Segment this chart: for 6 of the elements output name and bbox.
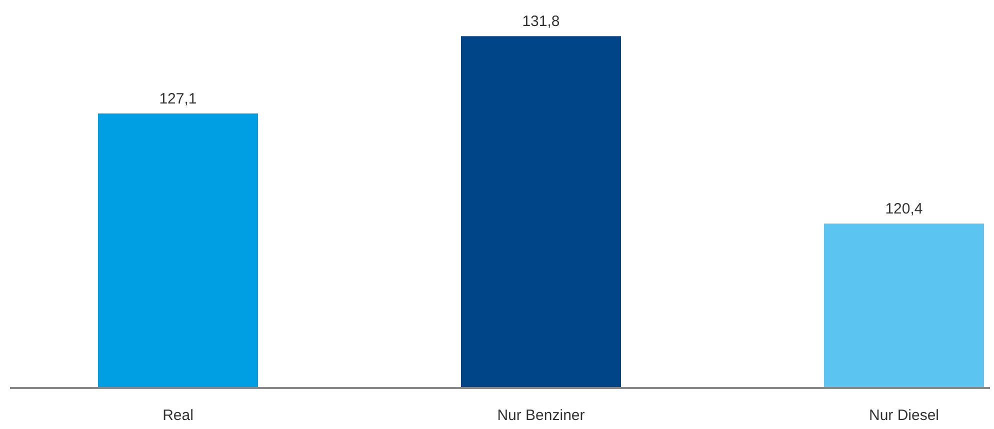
x-tick-label: Nur Benziner [497, 407, 585, 424]
x-tick-label: Nur Diesel [868, 407, 940, 424]
x-tick-label: Real [162, 407, 194, 424]
data-label: 131,8 [522, 13, 560, 30]
data-label: 127,1 [159, 90, 197, 108]
data-label: 120,4 [885, 200, 923, 218]
